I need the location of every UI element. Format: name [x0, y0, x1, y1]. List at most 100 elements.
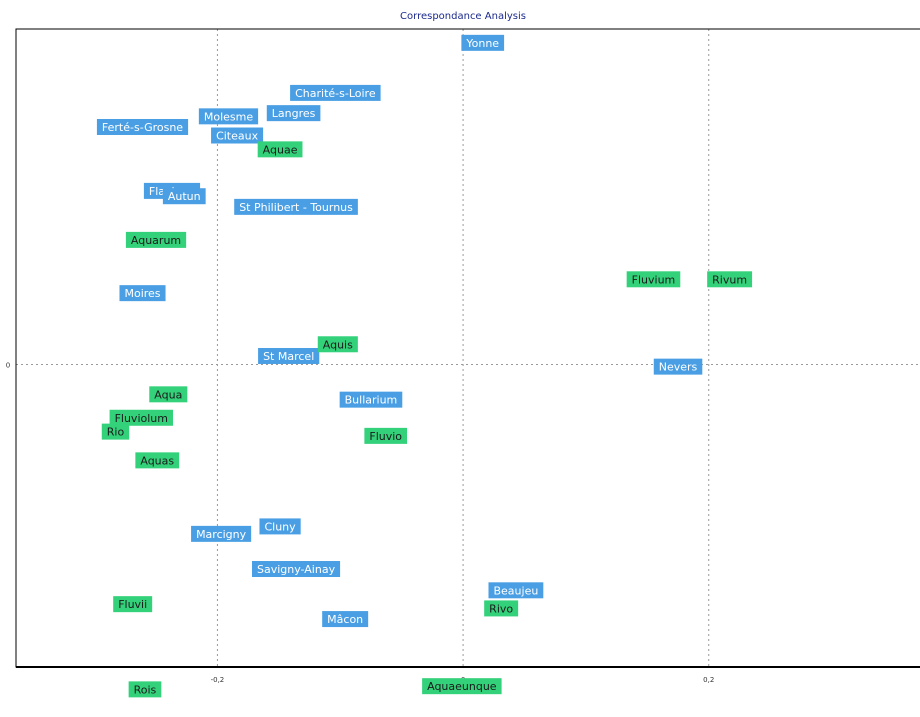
- point-label: Bullarium: [345, 394, 398, 407]
- point-label: Rivum: [712, 273, 747, 286]
- point-label: Citeaux: [216, 130, 259, 143]
- point-box: [162, 188, 206, 205]
- point-label: Aquarum: [131, 234, 181, 247]
- point-label: Aquaeunque: [427, 680, 497, 693]
- point-box: [626, 271, 681, 288]
- point-1-4: Aquis: [317, 336, 358, 353]
- point-label: Charité-s-Loire: [295, 87, 376, 100]
- point-label: Langres: [272, 107, 316, 120]
- point-box: [198, 108, 259, 125]
- point-0-5: Citeaux: [211, 127, 264, 144]
- point-1-6: Fluviolum: [109, 409, 173, 426]
- point-box: [653, 358, 703, 375]
- y-tick-label-0: 0: [6, 362, 10, 370]
- point-box: [257, 141, 303, 158]
- point-box: [128, 681, 162, 698]
- point-box: [422, 678, 502, 695]
- point-label: Ferté-s-Grosne: [102, 121, 183, 134]
- point-box: [101, 423, 130, 440]
- point-label: St Philibert - Tournus: [239, 201, 353, 214]
- point-box: [211, 127, 264, 144]
- point-box: [125, 231, 187, 248]
- point-0-7: Autun: [162, 188, 206, 205]
- point-label: Fluvii: [118, 598, 147, 611]
- point-box: [339, 391, 403, 408]
- point-1-10: Fluvii: [113, 596, 153, 613]
- point-label: Rois: [134, 683, 157, 696]
- point-0-15: Savigny-Ainay: [251, 561, 341, 578]
- point-1-7: Rio: [101, 423, 130, 440]
- point-label: Mâcon: [327, 613, 363, 626]
- point-0-1: Charité-s-Loire: [290, 84, 381, 101]
- point-box: [96, 118, 189, 135]
- point-label: Beaujeu: [493, 584, 538, 597]
- point-label: Molesme: [204, 110, 253, 123]
- x-tick-label-0: -0,2: [211, 676, 225, 684]
- point-box: [258, 347, 320, 364]
- point-1-5: Aqua: [149, 386, 188, 403]
- point-1-13: Aquaeunque: [422, 678, 502, 695]
- point-1-12: Rois: [128, 681, 162, 698]
- point-0-13: Cluny: [259, 518, 301, 535]
- point-0-0: Yonne: [461, 34, 505, 51]
- point-label: Fluvium: [632, 273, 676, 286]
- point-box: [191, 525, 252, 542]
- point-box: [364, 427, 408, 444]
- point-label: Fluvio: [369, 430, 402, 443]
- point-1-3: Rivum: [707, 271, 753, 288]
- point-box: [461, 34, 505, 51]
- point-label: Cluny: [264, 520, 296, 533]
- point-label: Aquae: [263, 143, 298, 156]
- point-box: [135, 452, 180, 469]
- point-box: [322, 611, 369, 628]
- plot-frame: [15, 28, 920, 668]
- point-1-0: Aquae: [257, 141, 303, 158]
- point-box: [290, 84, 381, 101]
- point-0-12: Bullarium: [339, 391, 403, 408]
- chart-title: Correspondance Analysis: [400, 11, 526, 22]
- point-label: Rio: [107, 426, 125, 439]
- point-box: [488, 582, 544, 599]
- data-points: Yonne Charité-s-Loire Langres Molesme Ferté-…: [96, 34, 753, 698]
- point-0-3: Molesme: [198, 108, 259, 125]
- point-label: Moires: [124, 287, 160, 300]
- point-label: Aquis: [323, 338, 353, 351]
- point-box: [149, 386, 188, 403]
- point-label: Savigny-Ainay: [257, 563, 336, 576]
- point-box: [484, 600, 519, 617]
- point-0-16: Beaujeu: [488, 582, 544, 599]
- point-label: Yonne: [465, 37, 499, 50]
- point-0-2: Langres: [266, 105, 321, 122]
- point-box: [234, 198, 358, 215]
- point-label: Aquas: [140, 454, 174, 467]
- point-label: St Marcel: [263, 350, 314, 363]
- point-box: [266, 105, 321, 122]
- point-box: [251, 561, 341, 578]
- point-label: Rivo: [489, 602, 513, 615]
- point-box: [113, 596, 153, 613]
- point-0-8: St Philibert - Tournus: [234, 198, 358, 215]
- point-box: [109, 409, 173, 426]
- point-1-1: Aquarum: [125, 231, 187, 248]
- point-0-9: Nevers: [653, 358, 703, 375]
- point-1-9: Fluvio: [364, 427, 408, 444]
- point-label: Marcigny: [196, 528, 247, 541]
- point-label: Nevers: [659, 361, 698, 374]
- point-0-14: Marcigny: [191, 525, 252, 542]
- point-box: [317, 336, 358, 353]
- point-label: Autun: [168, 190, 201, 203]
- point-1-8: Aquas: [135, 452, 180, 469]
- point-0-4: Ferté-s-Grosne: [96, 118, 189, 135]
- point-box: [119, 285, 166, 302]
- point-1-11: Rivo: [484, 600, 519, 617]
- point-0-10: Moires: [119, 285, 166, 302]
- point-0-11: St Marcel: [258, 347, 320, 364]
- point-0-17: Mâcon: [322, 611, 369, 628]
- point-label: Fluviolum: [115, 412, 168, 425]
- point-1-2: Fluvium: [626, 271, 681, 288]
- x-tick-label-2: 0,2: [703, 676, 714, 684]
- point-box: [707, 271, 753, 288]
- point-box: [259, 518, 301, 535]
